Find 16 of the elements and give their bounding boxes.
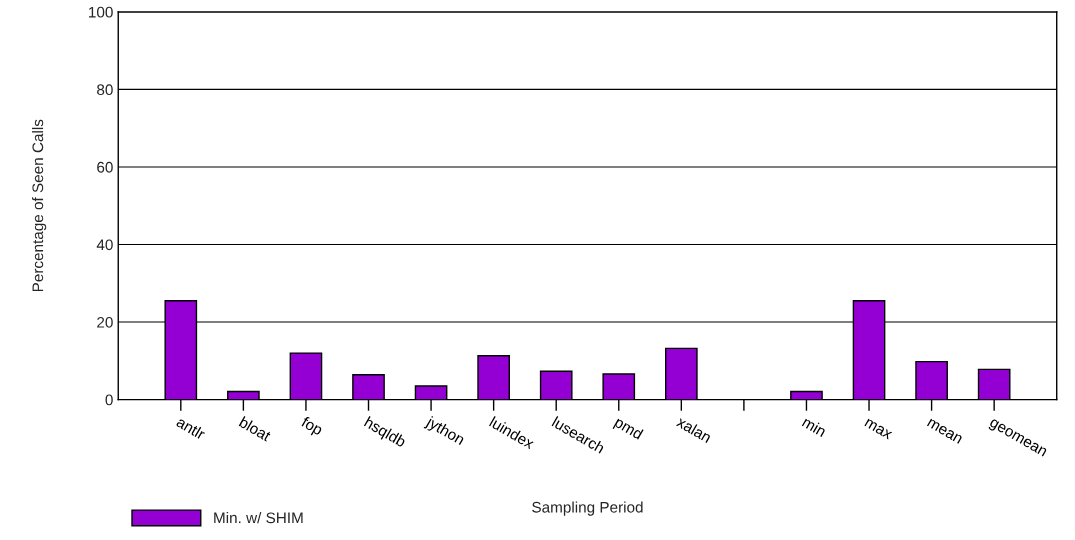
x-tick-label: xalan xyxy=(675,415,713,444)
x-axis-title: Sampling Period xyxy=(532,501,643,516)
legend-label: Min. w/ SHIM xyxy=(214,512,303,524)
x-tick-label: min xyxy=(801,416,827,437)
y-tick-label: 20 xyxy=(97,316,113,328)
x-tick-label: pmd xyxy=(612,416,644,443)
y-tick-label: 0 xyxy=(105,394,113,406)
x-tick-label: fop xyxy=(299,415,324,439)
y-axis-title: Percentage of Seen Calls xyxy=(31,119,47,292)
x-tick-label: max xyxy=(864,418,893,440)
x-tick-label: mean xyxy=(926,418,963,444)
y-tick-label: 40 xyxy=(96,239,113,251)
x-tick-label: antlr xyxy=(175,415,207,441)
y-tick-label: 60 xyxy=(97,161,113,173)
y-tick-label: 80 xyxy=(97,84,113,96)
y-tick-label: 100 xyxy=(89,6,113,18)
